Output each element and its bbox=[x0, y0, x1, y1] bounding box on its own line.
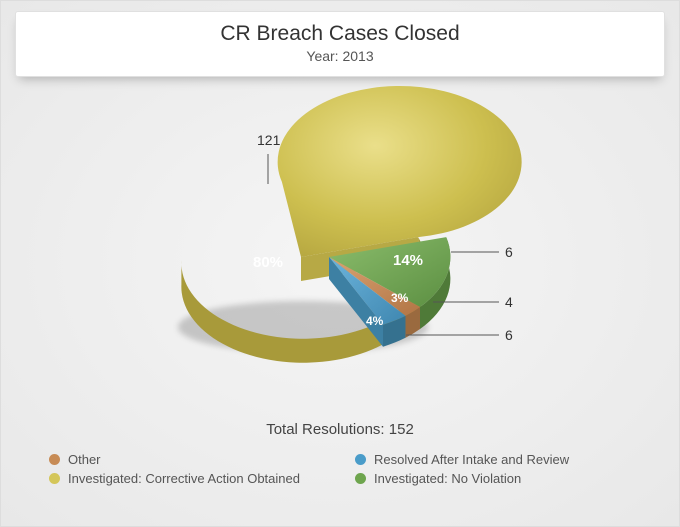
legend-label: Investigated: No Violation bbox=[374, 471, 521, 486]
callout-noviolation: 6 bbox=[505, 244, 513, 260]
pct-noviolation: 14% bbox=[393, 252, 423, 269]
chart-frame: CR Breach Cases Closed Year: 2013 bbox=[0, 0, 680, 527]
pct-corrective: 80% bbox=[253, 254, 283, 271]
callout-corrective: 121 bbox=[257, 132, 281, 148]
chart-subtitle: Year: 2013 bbox=[16, 48, 664, 64]
total-value: 152 bbox=[389, 421, 414, 438]
legend: Other Resolved After Intake and Review I… bbox=[1, 438, 679, 486]
swatch-corrective bbox=[49, 473, 60, 484]
legend-label: Investigated: Corrective Action Obtained bbox=[68, 471, 300, 486]
total-resolutions: Total Resolutions: 152 bbox=[1, 421, 679, 438]
pct-other: 3% bbox=[391, 291, 409, 305]
swatch-noviolation bbox=[355, 473, 366, 484]
header-card: CR Breach Cases Closed Year: 2013 bbox=[15, 11, 665, 77]
callout-other: 4 bbox=[505, 294, 513, 310]
legend-item-noviolation: Investigated: No Violation bbox=[355, 471, 631, 486]
legend-item-corrective: Investigated: Corrective Action Obtained bbox=[49, 471, 325, 486]
legend-label: Resolved After Intake and Review bbox=[374, 452, 569, 467]
swatch-other bbox=[49, 454, 60, 465]
chart-title: CR Breach Cases Closed bbox=[16, 22, 664, 46]
legend-item-resolved: Resolved After Intake and Review bbox=[355, 452, 631, 467]
chart-area: 80% 14% 3% 4% 121 6 4 6 bbox=[1, 77, 679, 417]
legend-label: Other bbox=[68, 452, 101, 467]
legend-item-other: Other bbox=[49, 452, 325, 467]
callout-resolved: 6 bbox=[505, 327, 513, 343]
pct-resolved: 4% bbox=[366, 314, 384, 328]
swatch-resolved bbox=[355, 454, 366, 465]
pie-svg: 80% 14% 3% 4% 121 6 4 6 bbox=[1, 77, 680, 417]
total-label-prefix: Total Resolutions: bbox=[266, 421, 389, 438]
slice-corrective-top bbox=[278, 86, 522, 257]
